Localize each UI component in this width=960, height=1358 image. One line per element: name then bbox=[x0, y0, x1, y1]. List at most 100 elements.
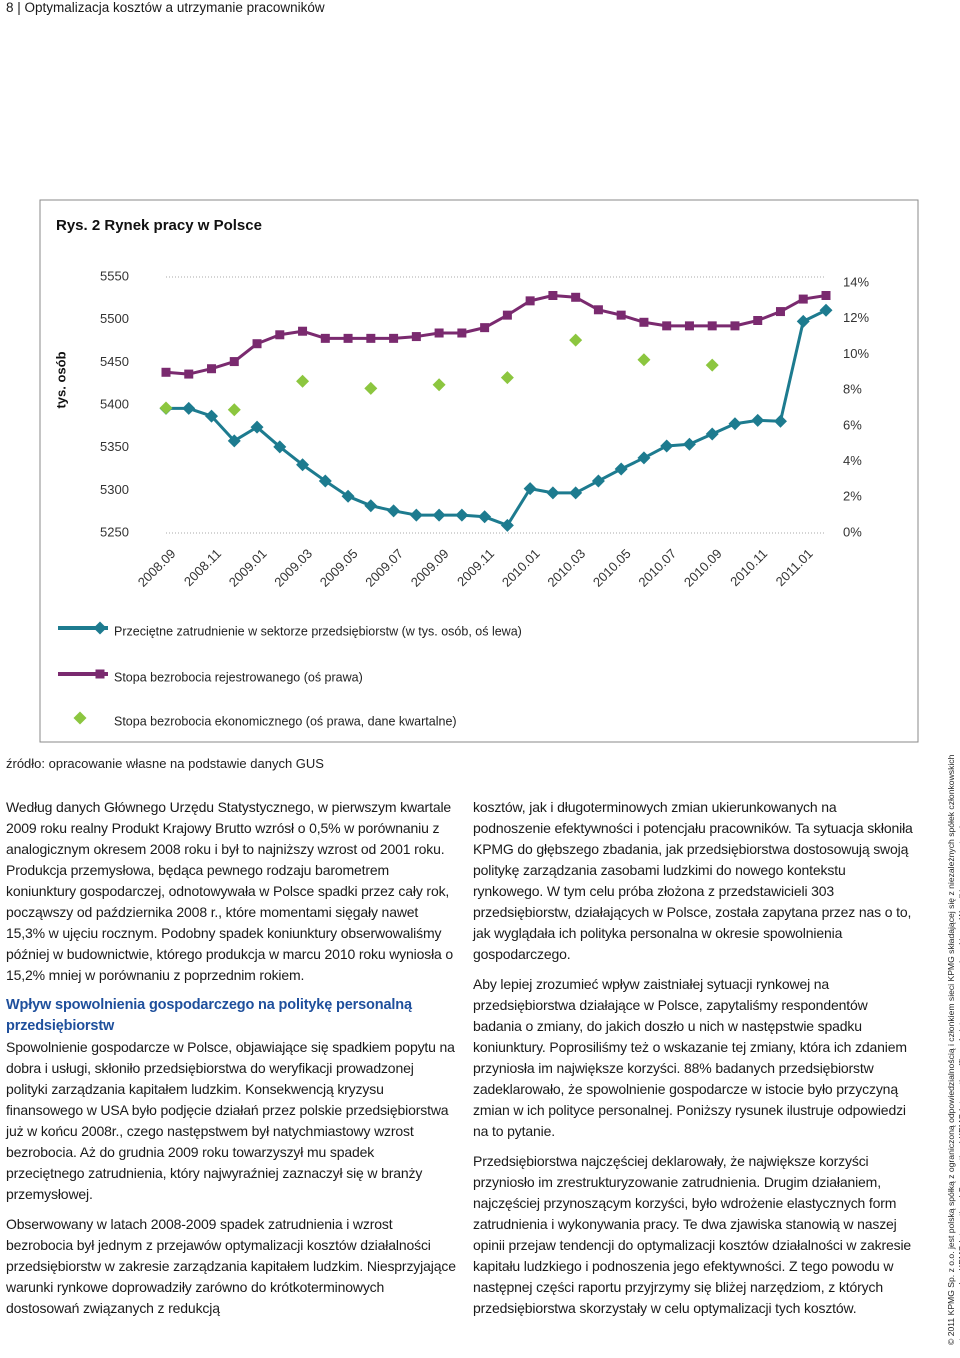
data-point bbox=[411, 332, 421, 342]
data-point bbox=[432, 378, 446, 392]
y2-tick-label: 6% bbox=[843, 417, 862, 432]
data-point bbox=[707, 321, 717, 331]
data-point bbox=[250, 420, 264, 434]
x-tick-label: 2009.03 bbox=[271, 546, 315, 590]
data-point bbox=[500, 371, 514, 385]
data-point bbox=[273, 440, 287, 454]
data-point bbox=[480, 323, 490, 333]
y-tick-label: 5350 bbox=[100, 439, 129, 454]
data-point bbox=[457, 328, 467, 338]
paragraph: Według danych Głównego Urzędu Statystycz… bbox=[6, 799, 454, 983]
data-point bbox=[569, 333, 583, 347]
data-point bbox=[682, 437, 696, 451]
data-point bbox=[182, 401, 196, 415]
data-point bbox=[161, 367, 171, 377]
data-point bbox=[298, 326, 308, 336]
data-point bbox=[159, 401, 173, 415]
y-tick-label: 5450 bbox=[100, 354, 129, 369]
data-point bbox=[364, 499, 378, 513]
x-tick-label: 2010.03 bbox=[544, 546, 588, 590]
data-point bbox=[798, 294, 808, 304]
section-heading: Wpływ spowolnienia gospodarczego na poli… bbox=[6, 997, 412, 1034]
data-point bbox=[821, 291, 831, 300]
data-point bbox=[318, 474, 332, 488]
x-tick-label: 2010.05 bbox=[590, 546, 634, 590]
data-point bbox=[569, 486, 583, 500]
data-point bbox=[730, 321, 740, 331]
data-point bbox=[500, 518, 514, 532]
data-point bbox=[525, 296, 535, 306]
x-tick-label: 2010.01 bbox=[499, 546, 543, 590]
data-point bbox=[773, 414, 787, 428]
data-point bbox=[751, 413, 765, 427]
data-point bbox=[184, 369, 194, 379]
chart-frame bbox=[39, 199, 919, 743]
y-tick-label: 5400 bbox=[100, 396, 129, 411]
data-point bbox=[660, 439, 674, 453]
data-point bbox=[639, 317, 649, 327]
paragraph: Spowolnienie gospodarcze w Polsce, objaw… bbox=[6, 1039, 455, 1202]
data-point bbox=[705, 427, 719, 441]
x-tick-label: 2010.11 bbox=[727, 546, 770, 589]
data-point bbox=[434, 328, 444, 338]
y2-tick-label: 4% bbox=[843, 453, 862, 468]
x-tick-label: 2009.01 bbox=[226, 546, 270, 590]
data-point bbox=[819, 303, 833, 317]
legend-marker bbox=[95, 669, 105, 679]
data-point bbox=[684, 321, 694, 331]
chart: Rys. 2 Rynek pracy w Polsce tys. osób 55… bbox=[39, 199, 919, 743]
data-point bbox=[207, 364, 217, 374]
x-tick-label: 2009.09 bbox=[408, 546, 452, 590]
data-point bbox=[705, 358, 719, 372]
paragraph: Aby lepiej zrozumieć wpływ zaistniałej s… bbox=[473, 976, 907, 1139]
y2-tick-label: 0% bbox=[843, 524, 862, 539]
x-tick-label: 2011.01 bbox=[773, 546, 816, 589]
x-tick-label: 2009.05 bbox=[317, 546, 361, 590]
data-point bbox=[387, 504, 401, 518]
data-point bbox=[455, 508, 469, 522]
data-point bbox=[341, 489, 355, 503]
series-line bbox=[166, 308, 827, 527]
y2-tick-label: 2% bbox=[843, 489, 862, 504]
right-column: kosztów, jak i długoterminowych zmian uk… bbox=[473, 797, 918, 1328]
data-point bbox=[364, 381, 378, 395]
data-point bbox=[523, 482, 537, 496]
data-point bbox=[637, 451, 651, 465]
data-point bbox=[432, 508, 446, 522]
page-header: 8 | Optymalizacja kosztów a utrzymanie p… bbox=[6, 0, 325, 15]
y-tick-label: 5550 bbox=[100, 268, 129, 283]
y-tick-label: 5300 bbox=[100, 482, 129, 497]
y-tick-label: 5250 bbox=[100, 524, 129, 539]
data-point bbox=[591, 474, 605, 488]
legend-marker bbox=[93, 621, 107, 635]
x-tick-label: 2009.07 bbox=[362, 546, 406, 590]
y2-tick-label: 12% bbox=[843, 310, 869, 325]
data-point bbox=[616, 310, 626, 320]
data-point bbox=[389, 333, 399, 343]
data-point bbox=[548, 291, 558, 300]
data-point bbox=[275, 330, 285, 340]
data-point bbox=[593, 305, 603, 315]
x-tick-label: 2008.11 bbox=[181, 546, 224, 589]
chart-title: Rys. 2 Rynek pracy w Polsce bbox=[56, 217, 262, 234]
left-column: Według danych Głównego Urzędu Statystycz… bbox=[6, 797, 456, 1328]
data-point bbox=[229, 357, 239, 367]
legend-label: Przeciętne zatrudnienie w sektorze przed… bbox=[114, 624, 522, 638]
y2-tick-label: 14% bbox=[843, 274, 869, 289]
data-point bbox=[252, 339, 262, 349]
data-point bbox=[753, 316, 763, 325]
data-point bbox=[478, 510, 492, 524]
x-tick-label: 2008.09 bbox=[135, 546, 179, 590]
data-point bbox=[227, 434, 241, 448]
data-point bbox=[205, 409, 219, 423]
x-tick-label: 2010.07 bbox=[635, 546, 679, 590]
data-point bbox=[320, 333, 330, 343]
source-note: źródło: opracowanie własne na podstawie … bbox=[6, 756, 324, 771]
copyright: © 2011 KPMG Sp. z o.o. jest polską spółk… bbox=[946, 754, 960, 1345]
data-point bbox=[409, 508, 423, 522]
legend-label: Stopa bezrobocia rejestrowanego (oś praw… bbox=[114, 670, 363, 684]
legend-label: Stopa bezrobocia ekonomicznego (oś prawa… bbox=[114, 714, 457, 728]
paragraph: Obserwowany w latach 2008-2009 spadek za… bbox=[6, 1216, 456, 1316]
data-point bbox=[571, 292, 581, 302]
